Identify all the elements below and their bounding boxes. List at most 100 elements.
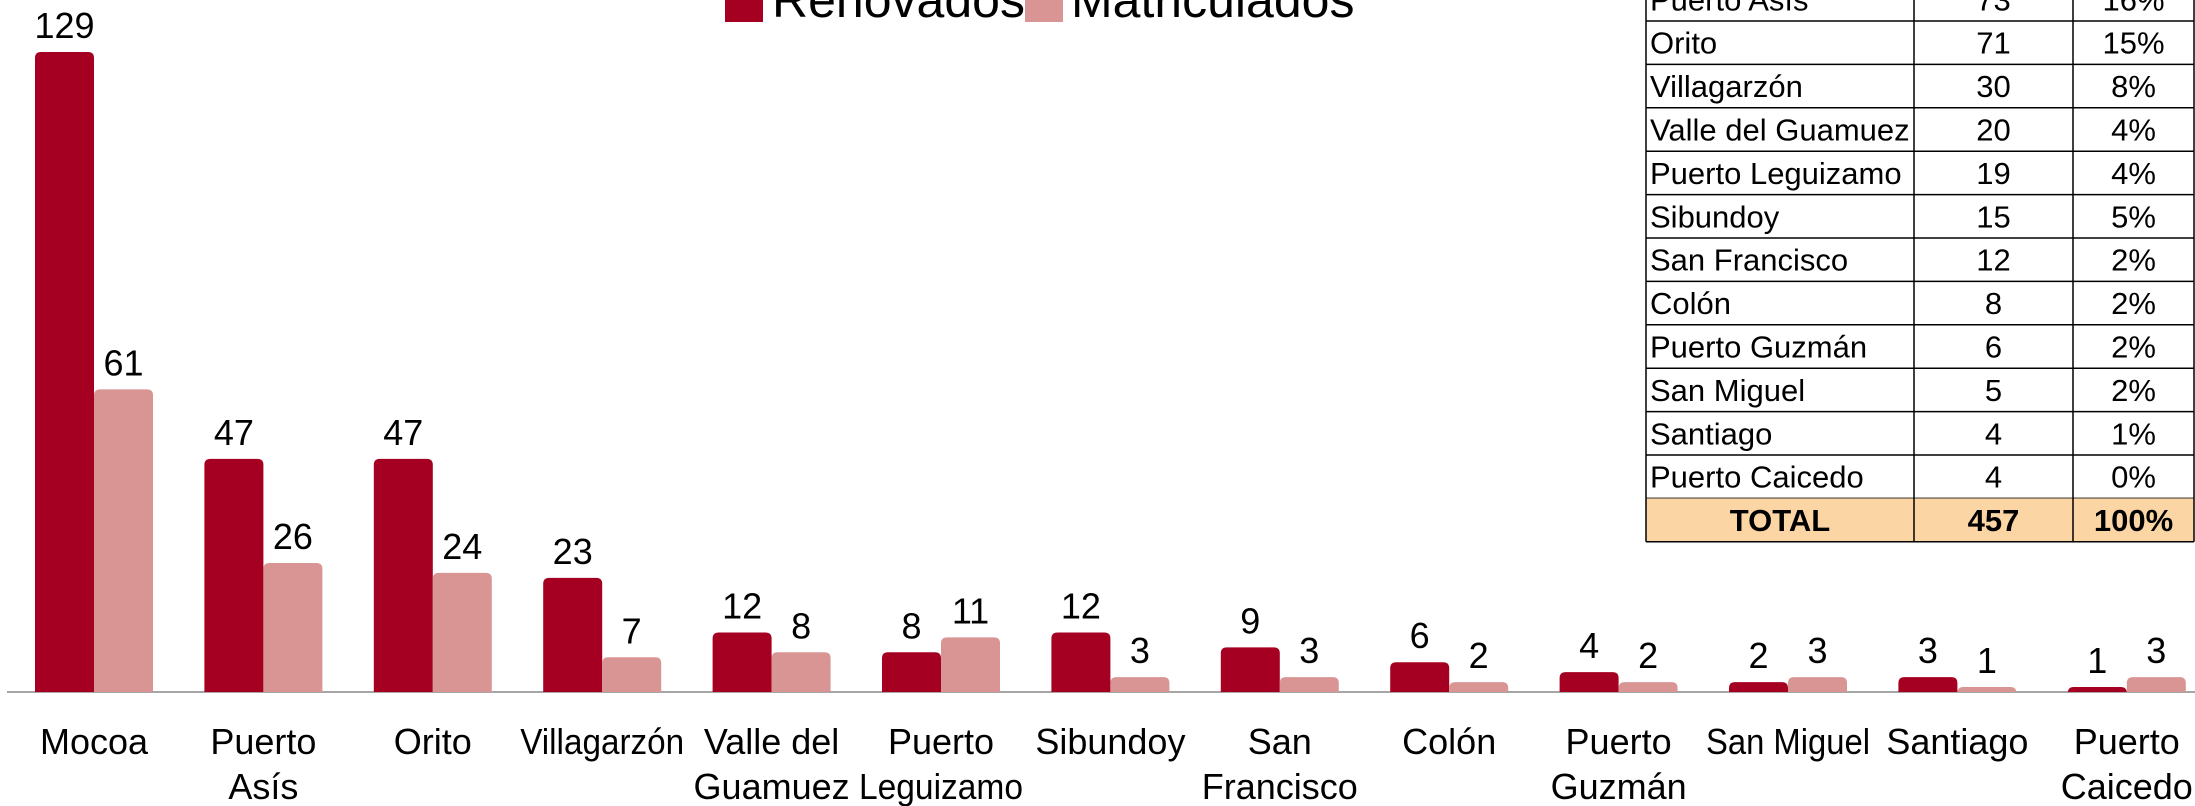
value-label: 3 bbox=[2146, 630, 2166, 671]
table-cell: 5% bbox=[2111, 199, 2156, 234]
table-cell: 4% bbox=[2111, 156, 2156, 191]
value-label: 2 bbox=[1469, 635, 1489, 676]
bar bbox=[882, 652, 941, 692]
table-cell: 0% bbox=[2111, 460, 2156, 495]
x-tick-label: Puerto Asís bbox=[210, 721, 316, 806]
bar bbox=[1559, 672, 1619, 692]
bar bbox=[1390, 662, 1450, 692]
table-cell: 20 bbox=[1976, 113, 2010, 148]
x-tick-label: Colón bbox=[1402, 721, 1496, 762]
x-tick-label: Sibundoy bbox=[1035, 721, 1185, 762]
total-cell: 457 bbox=[1968, 503, 2020, 538]
bar bbox=[204, 458, 264, 692]
total-row-bg bbox=[1646, 498, 2194, 542]
table-cell: 2% bbox=[2111, 286, 2156, 321]
bar bbox=[94, 389, 153, 692]
x-tick-label: Puerto Guzmán bbox=[1551, 721, 1687, 806]
table-cell: Sibundoy bbox=[1650, 199, 1780, 234]
bar bbox=[1788, 677, 1847, 692]
value-label: 7 bbox=[622, 610, 642, 651]
table-cell: 4 bbox=[1985, 416, 2002, 451]
table-cell: 15% bbox=[2102, 26, 2164, 61]
bar bbox=[712, 632, 772, 692]
table-cell: Colón bbox=[1650, 286, 1731, 321]
bar bbox=[1110, 677, 1170, 692]
table-cell: Puerto Leguizamo bbox=[1650, 156, 1902, 191]
bar bbox=[2126, 677, 2186, 692]
x-tick-label: San Francisco bbox=[1202, 721, 1358, 806]
table-cell: Orito bbox=[1650, 26, 1717, 61]
x-tick-label: Santiago bbox=[1886, 721, 2028, 762]
bar bbox=[1618, 682, 1678, 692]
value-label: 47 bbox=[214, 412, 254, 453]
value-label: 2 bbox=[1748, 635, 1768, 676]
bar bbox=[1898, 677, 1958, 692]
table-cell: San Francisco bbox=[1650, 243, 1848, 278]
value-label: 129 bbox=[34, 5, 94, 46]
table-cell: 12 bbox=[1976, 243, 2010, 278]
table-cell: Puerto Asís bbox=[1650, 0, 1809, 17]
legend-swatch bbox=[725, 0, 763, 22]
bar bbox=[263, 563, 323, 692]
value-label: 9 bbox=[1240, 600, 1260, 641]
table-cell: 73 bbox=[1976, 0, 2010, 17]
x-tick-label: Orito bbox=[394, 721, 472, 762]
table-cell: 2% bbox=[2111, 330, 2156, 365]
x-tick-label: San Miguel bbox=[1706, 721, 1870, 762]
table-cell: Puerto Caicedo bbox=[1650, 460, 1864, 495]
table-cell: Villagarzón bbox=[1650, 69, 1803, 104]
x-tick-label: Puerto Leguizamo bbox=[859, 721, 1023, 806]
bar bbox=[35, 52, 94, 692]
bar bbox=[1957, 687, 2017, 694]
table-cell: 30 bbox=[1976, 69, 2010, 104]
value-label: 8 bbox=[901, 605, 921, 646]
bar bbox=[771, 652, 831, 692]
bar bbox=[543, 577, 603, 692]
bar bbox=[373, 458, 433, 692]
value-label: 12 bbox=[722, 585, 762, 626]
value-label: 12 bbox=[1061, 585, 1101, 626]
x-tick-label: Villagarzón bbox=[520, 721, 684, 762]
legend-label: Matriculados bbox=[1071, 0, 1354, 28]
x-tick-label: Valle del Guamuez bbox=[694, 721, 850, 806]
value-label: 11 bbox=[952, 590, 989, 631]
table-cell: Puerto Guzmán bbox=[1650, 330, 1867, 365]
value-label: 4 bbox=[1579, 625, 1599, 666]
x-tick-label: Puerto Caicedo bbox=[2061, 721, 2193, 806]
table-cell: 5 bbox=[1985, 373, 2002, 408]
table-cell: 2% bbox=[2111, 373, 2156, 408]
value-label: 6 bbox=[1410, 615, 1430, 656]
table-cell: 71 bbox=[1976, 26, 2010, 61]
bar bbox=[1729, 682, 1788, 692]
value-label: 61 bbox=[103, 342, 143, 383]
table-cell: 8 bbox=[1985, 286, 2002, 321]
total-cell: TOTAL bbox=[1730, 503, 1830, 538]
bar bbox=[1051, 632, 1111, 692]
table-cell: 4% bbox=[2111, 113, 2156, 148]
legend-label: Renovados bbox=[772, 0, 1025, 28]
bar bbox=[602, 657, 662, 692]
value-label: 3 bbox=[1918, 630, 1938, 671]
table-cell: 15 bbox=[1976, 199, 2010, 234]
bar bbox=[1449, 682, 1509, 692]
value-label: 1 bbox=[2087, 640, 2107, 681]
value-label: 2 bbox=[1638, 635, 1658, 676]
x-tick-label: Mocoa bbox=[40, 721, 149, 762]
bar bbox=[432, 572, 492, 692]
bar bbox=[2067, 687, 2127, 694]
table-cell: 4 bbox=[1985, 460, 2002, 495]
value-label: 24 bbox=[442, 526, 482, 567]
table-cell: San Miguel bbox=[1650, 373, 1805, 408]
value-label: 8 bbox=[791, 605, 811, 646]
table-cell: Santiago bbox=[1650, 416, 1772, 451]
table-cell: 1% bbox=[2111, 416, 2156, 451]
value-label: 3 bbox=[1130, 630, 1150, 671]
value-label: 3 bbox=[1807, 630, 1827, 671]
bar bbox=[1279, 677, 1339, 692]
bar bbox=[1220, 647, 1280, 692]
table-cell: 16% bbox=[2102, 0, 2164, 17]
legend-swatch bbox=[1025, 0, 1063, 22]
table-cell: 19 bbox=[1976, 156, 2010, 191]
